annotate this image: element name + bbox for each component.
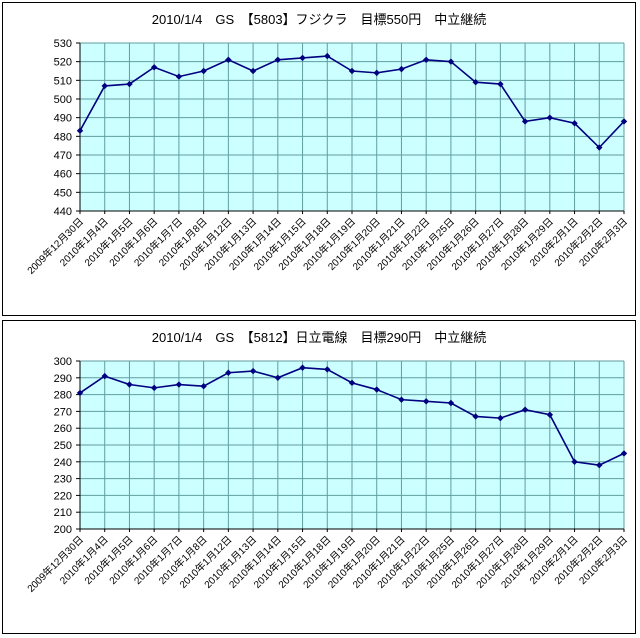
svg-text:470: 470 xyxy=(54,150,72,162)
data-point-marker xyxy=(76,389,84,397)
axes xyxy=(76,360,625,532)
svg-text:280: 280 xyxy=(54,390,72,402)
data-point-marker xyxy=(571,120,578,127)
svg-text:230: 230 xyxy=(54,474,72,486)
data-point-marker xyxy=(422,398,430,405)
data-point-marker xyxy=(225,56,232,63)
data-point-marker xyxy=(596,144,603,151)
chart-title-hitachi-densen: 2010/1/4 GS 【5812】日立電線 目標290円 中立継続 xyxy=(151,330,487,345)
data-point-marker xyxy=(521,118,529,125)
axes xyxy=(76,42,625,214)
data-point-marker xyxy=(175,73,183,80)
data-point-marker xyxy=(497,414,504,422)
data-point-marker xyxy=(373,69,380,77)
y-axis-labels: 200 210 220 230 240 250 260 270 280 290 300 xyxy=(54,356,72,536)
chart-title-fujikura: 2010/1/4 GS 【5803】フジクラ 目標550円 中立継続 xyxy=(151,12,487,27)
svg-text:460: 460 xyxy=(54,169,72,181)
data-point-marker xyxy=(373,386,380,393)
x-axis-labels: 2009年12月30日2010年1月4日2010年1月5日2010年1月6日20… xyxy=(24,533,630,595)
svg-text:530: 530 xyxy=(54,38,72,50)
data-point-marker xyxy=(299,54,306,62)
svg-text:220: 220 xyxy=(54,490,72,502)
svg-text:240: 240 xyxy=(54,457,72,469)
svg-text:510: 510 xyxy=(54,75,72,87)
data-point-marker xyxy=(348,67,356,75)
data-point-marker xyxy=(398,396,405,403)
data-point-marker xyxy=(175,381,183,388)
data-point-marker xyxy=(200,67,207,75)
data-point-marker xyxy=(150,384,158,392)
y-axis-labels: 440 450 460 470 480 490 500 510 520 530 xyxy=(54,38,72,218)
data-point-marker xyxy=(546,411,554,418)
line-chart-fujikura-5803: 440 450 460 470 480 490 500 510 520 530 2009年12月30… xyxy=(24,38,630,277)
data-point-marker xyxy=(324,52,331,60)
data-point-marker xyxy=(472,413,479,420)
svg-text:290: 290 xyxy=(54,373,72,385)
data-point-marker xyxy=(546,114,554,121)
data-point-marker xyxy=(324,366,331,373)
data-point-marker xyxy=(101,372,108,380)
x-axis-labels: 2009年12月30日2010年1月4日2010年1月5日2010年1月6日20… xyxy=(24,215,630,277)
data-point-marker xyxy=(571,458,578,465)
data-point-marker xyxy=(497,80,504,88)
svg-text:260: 260 xyxy=(54,423,72,435)
chart-panel-hitachi-5812: 2010/1/4 GS 【5812】日立電線 目標290円 中立継続 200 21… xyxy=(2,320,636,634)
svg-text:250: 250 xyxy=(54,440,72,452)
svg-text:450: 450 xyxy=(54,187,72,199)
data-point-marker xyxy=(447,399,455,407)
data-point-marker xyxy=(596,461,603,469)
data-point-marker xyxy=(348,379,356,387)
svg-text:500: 500 xyxy=(54,94,72,106)
svg-text:480: 480 xyxy=(54,131,72,143)
data-point-marker xyxy=(76,127,84,134)
svg-text:300: 300 xyxy=(54,356,72,368)
data-point-marker xyxy=(249,67,257,75)
data-point-marker xyxy=(200,383,207,390)
svg-text:200: 200 xyxy=(54,524,72,536)
svg-text:210: 210 xyxy=(54,507,72,519)
series-markers xyxy=(76,364,628,469)
chart-panel-fujikura-5803: 2010/1/4 GS 【5803】フジクラ 目標550円 中立継続 440 45… xyxy=(2,2,636,316)
data-point-marker xyxy=(274,374,282,381)
data-point-marker xyxy=(620,118,628,125)
svg-text:440: 440 xyxy=(54,206,72,218)
data-point-marker xyxy=(225,369,232,376)
data-point-marker xyxy=(150,64,158,71)
svg-text:520: 520 xyxy=(54,57,72,69)
data-point-marker xyxy=(299,364,306,371)
data-point-marker xyxy=(398,65,405,73)
svg-text:270: 270 xyxy=(54,406,72,418)
data-point-marker xyxy=(620,450,628,457)
data-point-marker xyxy=(521,406,529,413)
data-point-marker xyxy=(472,79,479,86)
line-chart-hitachi-5812: 200 210 220 230 240 250 260 270 280 290 300 2009年12… xyxy=(24,356,630,595)
data-point-marker xyxy=(101,82,108,90)
data-point-marker xyxy=(126,381,133,388)
svg-text:490: 490 xyxy=(54,113,72,125)
data-point-marker xyxy=(249,367,257,375)
data-point-marker xyxy=(126,80,133,88)
